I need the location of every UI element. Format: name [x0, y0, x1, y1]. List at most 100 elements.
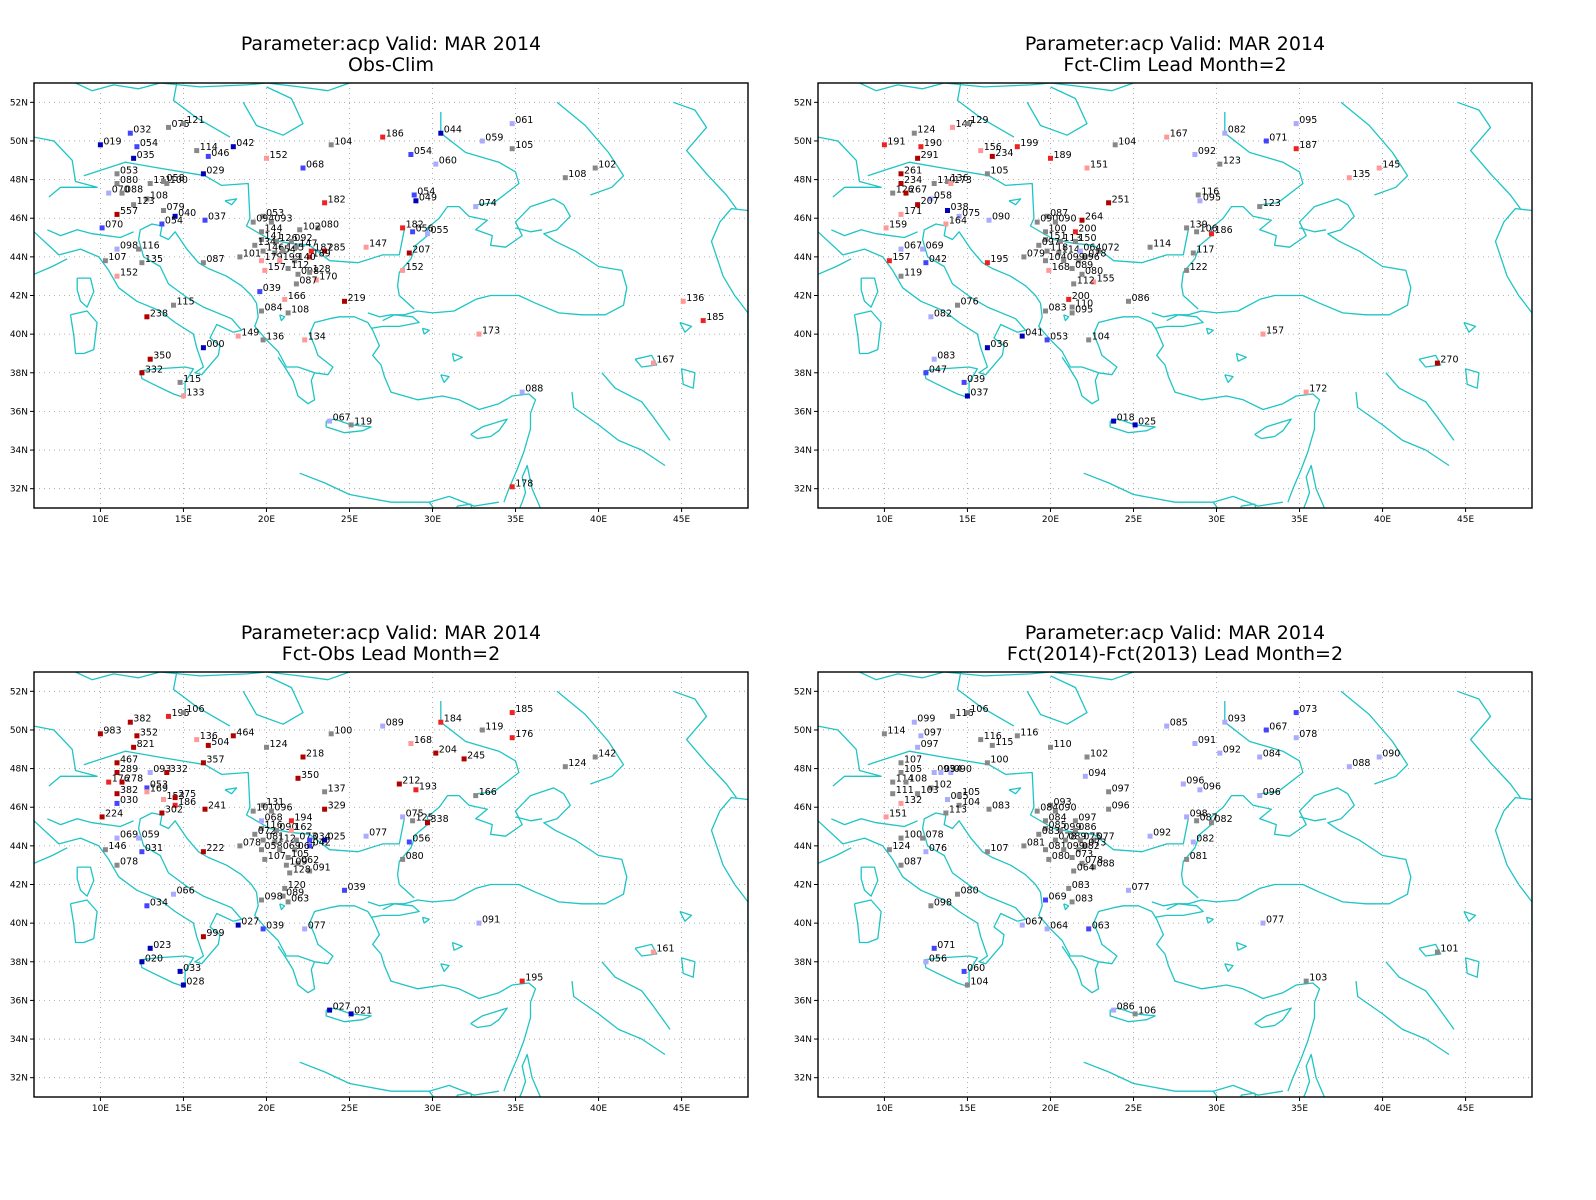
station-marker: 096 [1197, 781, 1221, 793]
station-value-label: 097 [924, 727, 942, 738]
station-value-label: 071 [1269, 133, 1287, 144]
station-square [928, 314, 934, 320]
panel-title-line2: Fct-Obs Lead Month=2 [282, 643, 500, 665]
station-marker: 091 [307, 863, 331, 874]
station-value-label: 382 [133, 714, 151, 725]
station-marker: 193 [413, 781, 437, 793]
y-tick-label: 42N [794, 292, 812, 302]
station-marker: 199 [1014, 138, 1038, 150]
coastline [1235, 941, 1248, 951]
station-square [297, 227, 303, 233]
station-marker: 069 [920, 241, 944, 252]
coastline [451, 941, 464, 951]
station-marker: 122 [1184, 262, 1208, 273]
coastline [1464, 957, 1480, 978]
station-marker: 557 [114, 206, 138, 217]
station-marker: 053 [260, 208, 284, 219]
station-marker: 100 [984, 754, 1009, 766]
station-marker: 034 [307, 832, 331, 843]
station-square [114, 171, 120, 177]
station-marker: 036 [984, 339, 1009, 351]
station-marker: 038 [945, 202, 969, 213]
station-marker: 123 [1217, 156, 1241, 167]
station-value-label: 106 [186, 704, 204, 715]
y-tick-label: 36N [794, 996, 812, 1006]
station-value-label: 115 [995, 737, 1013, 748]
x-tick-label: 30E [1208, 1104, 1225, 1114]
station-marker: 104 [1112, 136, 1136, 148]
station-marker: 136 [260, 331, 284, 343]
station-marker: 046 [205, 148, 229, 159]
station-value-label: 067 [1025, 917, 1043, 928]
station-marker: 000 [200, 339, 225, 351]
station-square [964, 710, 970, 716]
y-tick-label: 34N [794, 1035, 812, 1045]
station-square [194, 737, 200, 743]
x-tick-label: 10E [876, 1104, 893, 1114]
station-value-label: 036 [990, 339, 1008, 350]
station-marker: 112 [272, 834, 296, 845]
station-value-label: 101 [243, 248, 261, 259]
station-square [277, 847, 283, 853]
station-square [396, 781, 402, 787]
coastline [1457, 101, 1521, 209]
coastline [680, 957, 696, 978]
station-value-label: 357 [206, 754, 224, 765]
station-square [172, 795, 178, 801]
station-marker: 110 [1048, 739, 1072, 750]
station-square [1126, 887, 1131, 893]
coastline [470, 1007, 508, 1029]
station-marker: 090 [1376, 749, 1400, 760]
station-marker: 090 [273, 822, 298, 833]
coastline [139, 955, 195, 988]
station-marker: 100 [1043, 223, 1067, 235]
station-square [1052, 219, 1058, 225]
station-square [159, 221, 165, 227]
station-value-label: 038 [951, 202, 969, 213]
station-square [1106, 200, 1112, 206]
station-marker: 077 [1260, 915, 1284, 926]
station-value-label: 289 [120, 764, 138, 775]
station-square [928, 785, 934, 791]
y-tick-label: 40N [794, 919, 812, 929]
station-square [400, 267, 406, 273]
station-value-label: 075 [406, 808, 424, 819]
station-square [1043, 826, 1048, 831]
station-value-label: 176 [515, 729, 533, 740]
station-value-label: 124 [892, 841, 910, 852]
station-marker: 179 [259, 252, 283, 264]
station-square [915, 202, 921, 208]
station-marker: 062 [295, 855, 319, 866]
station-value-label: 044 [444, 125, 462, 136]
station-square [881, 142, 887, 148]
y-tick-label: 42N [10, 881, 28, 891]
station-marker: 168 [408, 735, 432, 746]
station-square [282, 296, 288, 302]
coastline [367, 198, 628, 318]
coastline [1154, 903, 1204, 918]
coastline [818, 258, 852, 275]
station-marker: 034 [144, 897, 168, 909]
station-marker: 035 [131, 150, 155, 161]
station-value-label: 199 [283, 252, 301, 263]
station-marker: 204 [433, 745, 457, 756]
station-value-label: 077 [369, 828, 387, 839]
station-value-label: 464 [236, 727, 254, 738]
station-marker: 200 [1066, 291, 1090, 302]
station-value-label: 200 [1078, 223, 1096, 234]
station-square [260, 802, 266, 808]
station-value-label: 821 [137, 739, 155, 750]
station-square [259, 847, 264, 853]
station-value-label: 034 [150, 897, 168, 908]
station-square [322, 806, 328, 812]
y-tick-label: 38N [10, 369, 28, 379]
station-square [986, 806, 992, 812]
station-square [139, 849, 145, 855]
station-value-label: 097 [1078, 812, 1096, 823]
station-value-label: 058 [167, 173, 185, 184]
station-square [955, 302, 960, 308]
station-square [479, 138, 485, 144]
station-value-label: 067 [1269, 722, 1287, 733]
station-square [230, 144, 236, 150]
